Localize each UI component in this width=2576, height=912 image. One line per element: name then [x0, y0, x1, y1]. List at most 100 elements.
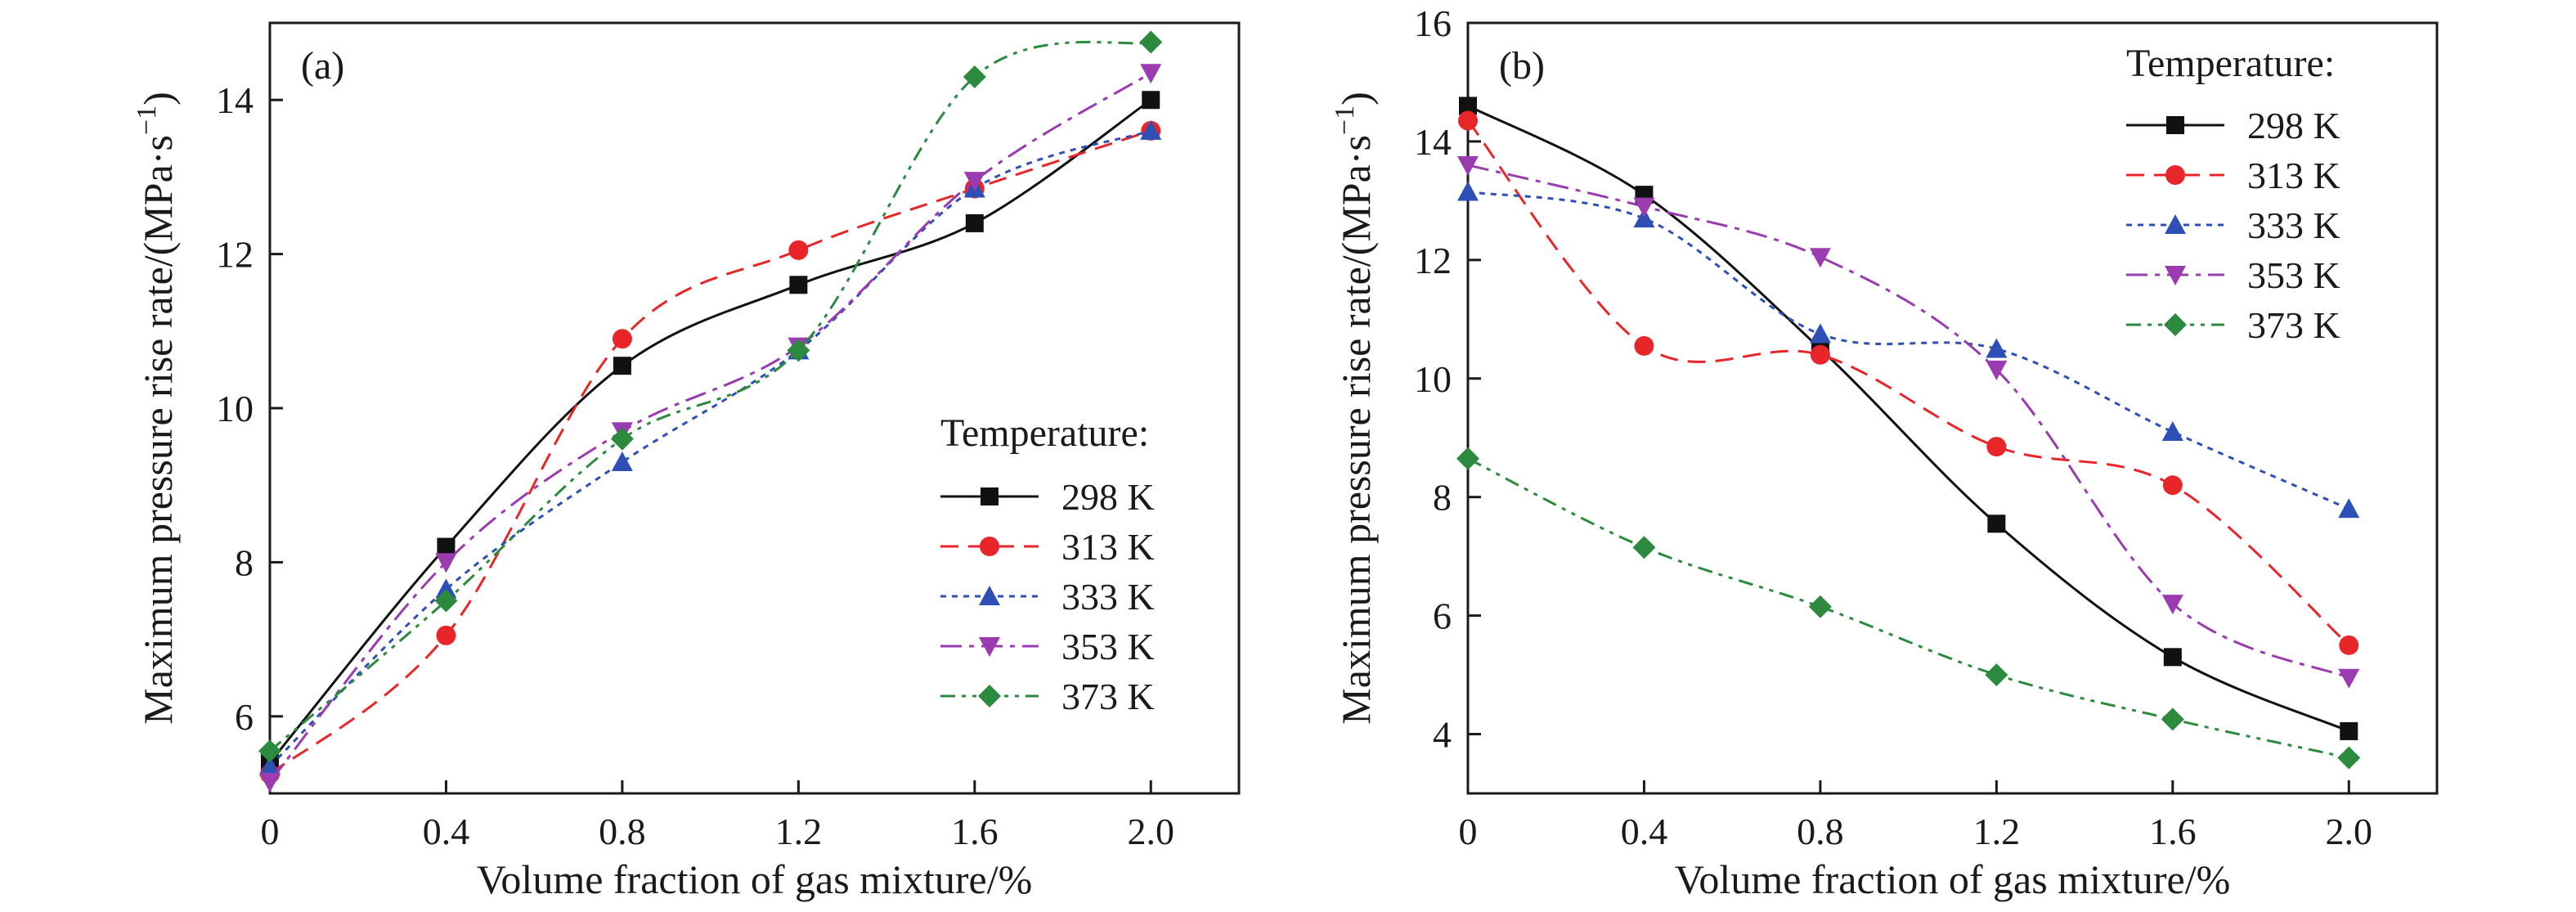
legend-label: 353 K	[1061, 626, 1155, 667]
chart-panel-a: 0 0.4 0.8 1.2 1.6 2.0 6 8 10 12 14 Volume fraction …	[132, 21, 1241, 902]
data-point	[1808, 595, 1832, 618]
series-line	[1467, 191, 2349, 510]
legend: Temperature: 298 K 313 K 333 K 353 K 373 K	[940, 411, 1155, 717]
x-tick-label: 0.8	[599, 811, 646, 852]
series-line	[1467, 105, 2349, 733]
data-point	[259, 772, 280, 793]
y-axis-label-main: Maximum pressure rise rate/(MPa·s	[135, 135, 181, 725]
y-tick-label: 14	[216, 79, 254, 121]
data-point	[612, 329, 632, 349]
data-point	[1140, 119, 1162, 140]
legend-marker	[979, 637, 1000, 657]
x-tick-label: 2.0	[1128, 811, 1175, 852]
data-point	[2161, 595, 2183, 615]
data-point	[1985, 663, 2008, 687]
series-line	[1467, 457, 2349, 759]
data-point	[1809, 248, 1831, 268]
series-line	[269, 40, 1151, 753]
data-point	[435, 578, 457, 599]
data-point	[610, 427, 634, 451]
x-axis-label: Volume fraction of gas mixture/%	[1675, 856, 2230, 902]
data-point	[1140, 64, 1162, 84]
chart-panel-b: 0 0.4 0.8 1.2 1.6 2.0 4 6 8 10 12 14 16 Volume fracti…	[1330, 2, 2439, 902]
legend-label: 313 K	[2247, 155, 2340, 196]
data-point	[613, 357, 631, 375]
series-373-k	[1456, 447, 2361, 770]
y-tick-label: 14	[1414, 121, 1452, 163]
data-point	[1633, 208, 1655, 228]
data-point	[1632, 536, 1656, 559]
x-tick-label: 0.8	[1797, 811, 1844, 852]
data-point	[259, 756, 280, 776]
legend-label: 313 K	[1061, 526, 1155, 568]
legend-marker	[2166, 116, 2184, 134]
data-point	[1809, 323, 1831, 344]
data-point	[963, 172, 985, 192]
y-axis-label-end: )	[135, 92, 181, 106]
y-axis-label: Maximum pressure rise rate/(MPa·s−1)	[132, 92, 181, 725]
y-tick-label: 6	[235, 696, 254, 738]
x-tick-label: 1.2	[775, 811, 823, 852]
data-point	[2339, 635, 2359, 655]
data-point	[2161, 708, 2184, 731]
legend-marker	[2164, 313, 2187, 336]
y-tick-label: 8	[235, 541, 254, 583]
legend-label: 373 K	[1061, 676, 1155, 717]
data-point	[1986, 338, 2008, 358]
x-tick-label: 0	[261, 811, 280, 852]
y-axis-label-superscript: −1	[1330, 106, 1360, 135]
series-line	[1467, 164, 2349, 680]
data-point	[1986, 437, 2007, 457]
series-333-k	[1457, 181, 2360, 519]
y-axis-label-end: )	[1333, 92, 1379, 106]
x-tick-label: 0.4	[1621, 811, 1668, 852]
y-tick-label: 16	[1414, 2, 1452, 44]
data-point	[1456, 447, 1479, 470]
data-point	[434, 589, 458, 613]
legend-marker	[2165, 214, 2186, 234]
data-point	[1458, 110, 1478, 131]
data-point	[2340, 721, 2358, 740]
y-axis-label-main: Maximum pressure rise rate/(MPa·s	[1333, 135, 1379, 725]
y-tick-label: 12	[216, 234, 254, 276]
plot-frame	[1466, 21, 2439, 795]
data-point	[1457, 181, 1479, 201]
x-tick-label: 0.4	[423, 811, 470, 852]
data-point	[611, 451, 633, 471]
series-353-k	[1457, 155, 2360, 689]
y-tick-label: 6	[1433, 595, 1452, 637]
x-tick-label: 2.0	[2326, 811, 2373, 852]
data-point	[965, 213, 984, 232]
x-tick-label: 0	[1459, 811, 1478, 852]
y-axis-label-superscript: −1	[132, 106, 162, 135]
legend-label: 298 K	[1061, 476, 1155, 518]
y-tick-label: 12	[1414, 240, 1452, 281]
series-line	[1466, 119, 2350, 646]
y-tick-label: 4	[1433, 714, 1452, 756]
data-point	[2338, 668, 2360, 689]
data-point	[2162, 475, 2183, 496]
panel-label: (b)	[1499, 44, 1545, 88]
data-point	[1457, 155, 1479, 176]
data-point	[788, 240, 809, 260]
series-line	[268, 129, 1151, 768]
data-point	[435, 553, 457, 573]
data-point	[2161, 420, 2183, 441]
data-point	[1810, 344, 1830, 365]
panel-label: (a)	[301, 44, 344, 88]
legend-marker	[2165, 266, 2186, 285]
legend-label: 333 K	[1061, 576, 1155, 618]
x-tick-label: 1.6	[2149, 811, 2197, 852]
y-tick-label: 10	[1414, 358, 1452, 400]
data-point	[789, 276, 808, 294]
data-point	[2163, 648, 2182, 667]
data-point	[1633, 197, 1655, 218]
y-axis-label: Maximum pressure rise rate/(MPa·s−1)	[1330, 92, 1379, 725]
legend: Temperature: 298 K 313 K 333 K 353 K 373 K	[2126, 42, 2340, 346]
data-point	[258, 739, 281, 763]
series-313-k	[1458, 110, 2359, 655]
series-line	[268, 71, 1152, 783]
legend-marker	[981, 487, 999, 505]
legend-label: 333 K	[2247, 204, 2340, 246]
data-point	[1459, 97, 1477, 115]
